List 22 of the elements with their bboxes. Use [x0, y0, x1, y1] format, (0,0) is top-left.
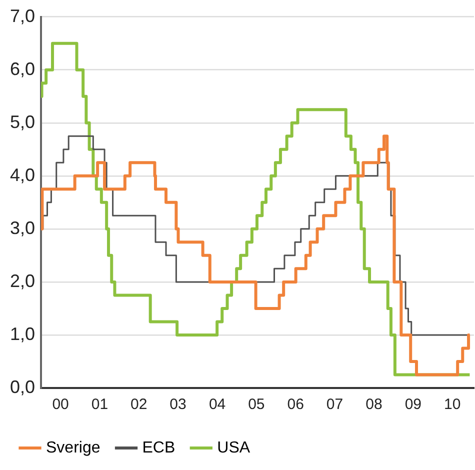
x-tick-label: 09 [404, 396, 422, 414]
x-tick-label: 00 [52, 396, 69, 414]
x-tick-label: 04 [208, 396, 226, 414]
x-tick-label: 10 [444, 396, 461, 414]
y-tick-label: 5,0 [10, 112, 36, 132]
legend-label: Sverige [46, 439, 100, 456]
y-tick-label: 2,0 [10, 270, 36, 291]
x-tick-label: 05 [248, 396, 265, 414]
legend-label: USA [217, 439, 250, 456]
legend-label: ECB [142, 439, 176, 456]
y-tick-label: 6,0 [10, 58, 36, 79]
x-tick-label: 08 [366, 396, 382, 414]
y-tick-label: 7,0 [10, 6, 36, 26]
y-tick-label: 3,0 [10, 218, 36, 238]
y-tick-label: 4,0 [10, 164, 36, 185]
x-tick-label: 06 [287, 396, 304, 414]
x-tick-label: 07 [326, 396, 344, 414]
x-tick-label: 02 [130, 396, 148, 414]
x-tick-label: 03 [170, 396, 186, 414]
y-tick-label: 0,0 [10, 376, 36, 397]
x-tick-label: 01 [91, 396, 108, 414]
y-tick-label: 1,0 [10, 324, 36, 344]
